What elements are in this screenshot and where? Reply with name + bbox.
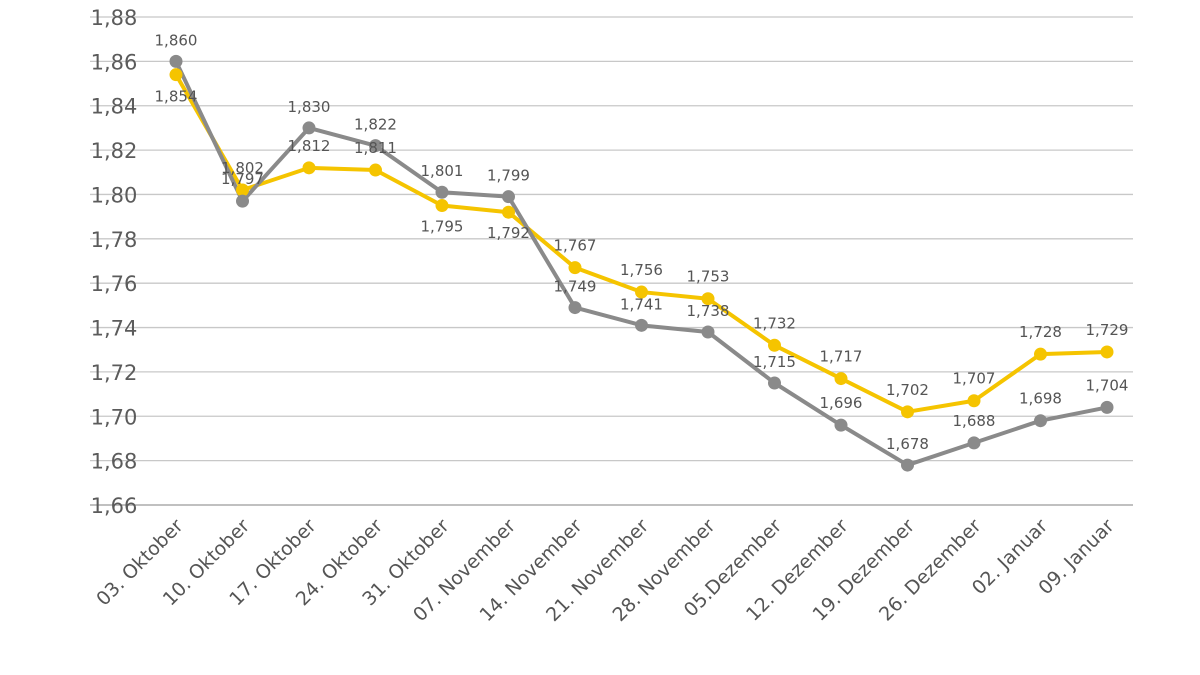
data-label-serie-grau: 1,704 [1086,376,1129,394]
data-label-serie-grau: 1,715 [753,353,796,371]
data-point-serie-grau [502,190,515,204]
data-label-serie-grau: 1,749 [554,278,597,296]
data-point-serie-gelb [435,199,449,213]
data-label-serie-grau: 1,698 [1019,390,1062,408]
data-point-serie-grau [1034,414,1047,428]
data-label-serie-gelb: 1,728 [1019,323,1062,341]
data-label-serie-grau: 1,741 [620,295,663,313]
y-tick-label: 1,66 [91,494,138,518]
data-label-serie-grau: 1,799 [487,167,530,185]
data-label-serie-gelb: 1,707 [953,370,996,388]
data-label-serie-gelb: 1,767 [554,237,597,255]
data-point-serie-gelb [901,405,914,419]
y-tick-label: 1,70 [91,405,138,429]
y-tick-label: 1,84 [91,95,138,119]
data-label-serie-grau: 1,797 [221,170,264,188]
data-label-serie-grau: 1,738 [687,302,730,320]
y-tick-label: 1,86 [91,50,138,74]
data-point-serie-grau [701,325,715,339]
y-tick-label: 1,78 [91,228,138,252]
data-label-serie-grau: 1,822 [354,116,397,134]
data-point-serie-grau [169,54,183,68]
y-tick-label: 1,74 [91,317,138,341]
data-label-serie-gelb: 1,756 [620,261,663,279]
data-label-serie-gelb: 1,802 [221,159,264,177]
data-point-serie-gelb [568,261,582,275]
y-tick-label: 1,88 [91,6,138,30]
data-point-serie-gelb [701,292,715,306]
data-label-serie-gelb: 1,854 [155,88,198,106]
data-point-serie-gelb [1100,345,1114,359]
data-label-serie-grau: 1,678 [886,435,929,453]
data-label-serie-gelb: 1,732 [753,314,796,332]
data-point-serie-gelb [302,161,316,175]
y-tick-label: 1,76 [91,272,138,296]
data-point-serie-grau [1100,400,1114,414]
data-point-serie-gelb [236,183,249,197]
data-label-serie-grau: 1,801 [421,162,464,180]
y-axis-tick-labels: 1,66 1,68 1,70 1,72 1,74 1,76 1,78 1,80 1,82 1,84… [91,6,138,518]
data-point-serie-gelb [834,372,848,386]
data-label-serie-grau: 1,696 [820,394,863,412]
data-point-serie-grau [568,301,582,315]
data-label-serie-gelb: 1,753 [687,268,730,286]
data-point-serie-gelb [369,163,382,177]
data-point-serie-grau [768,376,781,390]
data-label-serie-gelb: 1,792 [487,224,530,242]
data-label-serie-gelb: 1,717 [820,348,863,366]
data-label-serie-grau: 1,688 [953,412,996,430]
series-line-serie-gelb [174,73,1108,414]
data-point-serie-grau [901,458,914,472]
data-point-serie-gelb [967,394,981,408]
data-point-serie-gelb [502,205,515,219]
data-label-serie-gelb: 1,812 [288,137,331,155]
data-point-serie-grau [369,139,382,153]
data-point-serie-gelb [635,285,648,299]
data-label-serie-grau: 1,860 [155,31,198,49]
y-tick-label: 1,82 [91,139,138,163]
data-point-serie-gelb [1034,347,1047,361]
data-label-serie-gelb: 1,795 [421,218,464,236]
data-label-serie-gelb: 1,729 [1086,321,1129,339]
gridlines [90,16,1133,506]
data-point-serie-grau [834,418,848,432]
data-point-serie-grau [302,121,316,135]
data-label-serie-gelb: 1,811 [354,139,397,157]
series-lines [169,54,1114,472]
data-label-serie-grau: 1,830 [288,98,331,116]
data-point-serie-gelb [768,338,781,352]
y-tick-label: 1,72 [91,361,138,385]
data-point-serie-grau [435,185,449,199]
data-point-serie-grau [967,436,981,450]
y-tick-label: 1,80 [91,183,138,207]
data-point-serie-gelb [169,68,183,82]
y-tick-label: 1,68 [91,450,138,474]
data-point-serie-grau [236,194,249,208]
data-point-serie-grau [635,318,648,332]
data-label-serie-gelb: 1,702 [886,381,929,399]
